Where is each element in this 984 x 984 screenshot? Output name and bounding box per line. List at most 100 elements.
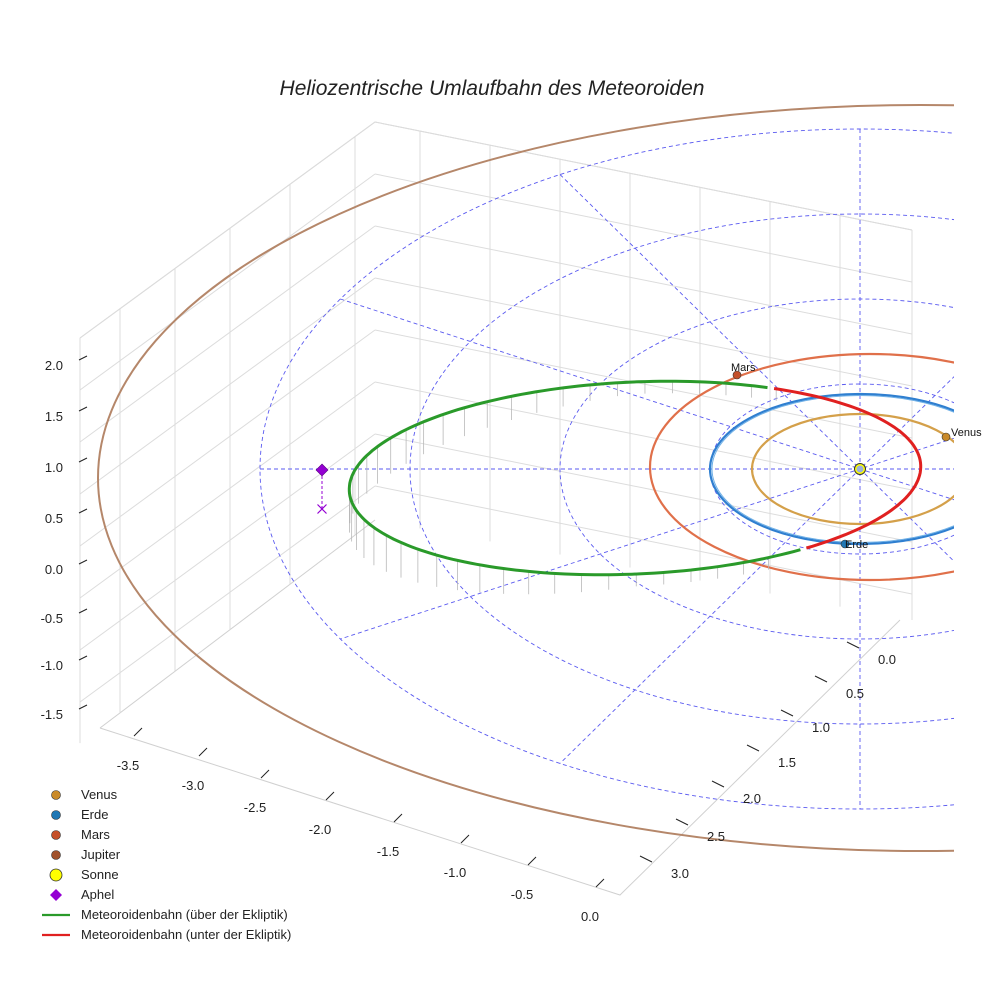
x-tick-mark <box>260 769 270 779</box>
x-tick-label: -2.0 <box>309 822 331 837</box>
y-tick-label: 1.0 <box>812 720 830 735</box>
grid-line <box>374 225 913 335</box>
x-tick-mark <box>198 747 208 757</box>
legend-label: Meteoroidenbahn (über der Ekliptik) <box>81 907 288 922</box>
y-tick-label: 1.5 <box>778 755 796 770</box>
orbit-jupiter <box>97 104 954 852</box>
y-tick-mark <box>711 780 725 788</box>
grid-line <box>374 277 913 387</box>
z-tick-mark <box>78 457 88 463</box>
x-tick-mark <box>595 878 605 888</box>
z-tick-label: -0.5 <box>41 611 63 626</box>
x-tick-label: -2.5 <box>244 800 266 815</box>
legend-label: Erde <box>81 807 108 822</box>
x-tick-label: 0.0 <box>581 909 599 924</box>
y-tick-mark <box>846 641 860 649</box>
x-tick-label: -3.0 <box>182 778 204 793</box>
x-tick-mark <box>460 834 470 844</box>
planet-orbits <box>97 104 954 852</box>
left-floor-edge <box>99 519 376 729</box>
legend-marker-erde <box>51 810 61 820</box>
grid-lines <box>79 121 913 744</box>
z-tick-label: 0.0 <box>45 562 63 577</box>
y-tick-mark <box>814 675 828 683</box>
meteoroid-orbit-below <box>773 387 923 550</box>
z-tick-label: 1.5 <box>45 409 63 424</box>
z-tick-mark <box>78 559 88 565</box>
y-axis-ticks: 0.0 0.5 1.0 1.5 2.0 2.5 3.0 <box>639 641 896 881</box>
z-tick-mark <box>78 704 88 710</box>
markers: Venus Mars Erde <box>315 362 982 551</box>
erde-marker <box>840 539 850 549</box>
y-tick-label: 2.5 <box>707 829 725 844</box>
z-tick-label: -1.0 <box>41 658 63 673</box>
orbit-erde <box>708 392 954 546</box>
grid-line <box>374 173 913 283</box>
grid-line <box>374 485 913 595</box>
x-tick-mark <box>393 813 403 823</box>
legend-label: Mars <box>81 827 110 842</box>
legend-label: Aphel <box>81 887 114 902</box>
grid-line <box>79 329 376 547</box>
y-tick-mark <box>639 855 653 863</box>
grid-line <box>374 433 913 543</box>
meteoroid-orbit-above <box>347 379 801 577</box>
x-tick-label: -3.5 <box>117 758 139 773</box>
z-axis-ticks: 2.0 1.5 1.0 0.5 0.0 -0.5 -1.0 -1.5 <box>41 355 88 722</box>
grid-line <box>79 121 376 339</box>
venus-label: Venus <box>951 427 982 439</box>
x-tick-mark <box>133 727 143 737</box>
mars-label: Mars <box>731 362 756 374</box>
x-axis-ticks: -3.5 -3.0 -2.5 -2.0 -1.5 -1.0 -0.5 0.0 <box>117 727 605 924</box>
grid-line <box>79 433 376 651</box>
mars-marker <box>732 370 742 380</box>
y-tick-label: 2.0 <box>743 791 761 806</box>
erde-label: Erde <box>845 539 868 551</box>
y-tick-label: 0.0 <box>878 652 896 667</box>
x-tick-label: -1.0 <box>444 865 466 880</box>
venus-marker <box>941 432 951 442</box>
sun-core <box>856 465 864 473</box>
legend-label: Meteoroidenbahn (unter der Ekliptik) <box>81 927 291 942</box>
orbit-erde-inner <box>711 395 954 543</box>
y-tick-label: 3.0 <box>671 866 689 881</box>
y-tick-label: 0.5 <box>846 686 864 701</box>
legend-marker-sonne <box>49 868 63 882</box>
y-tick-mark <box>675 818 689 826</box>
grid-line <box>79 381 376 599</box>
grid-line <box>79 173 376 391</box>
z-tick-mark <box>78 655 88 661</box>
legend-marker-aphel <box>50 889 62 901</box>
z-tick-label: 2.0 <box>45 358 63 373</box>
x-tick-label: -1.5 <box>377 844 399 859</box>
grid-line <box>374 381 913 491</box>
z-tick-mark <box>78 406 88 412</box>
meteoroid-orbit <box>347 379 923 577</box>
meteoroid-droplines <box>349 381 777 595</box>
y-tick-mark <box>780 709 794 717</box>
x-tick-mark <box>527 856 537 866</box>
z-tick-label: -1.5 <box>41 707 63 722</box>
floor-front-edge <box>99 619 901 896</box>
aphel-projection-marker <box>317 504 327 514</box>
y-tick-mark <box>746 744 760 752</box>
x-tick-mark <box>325 791 335 801</box>
z-tick-mark <box>78 355 88 361</box>
legend-marker-jupiter <box>51 850 61 860</box>
x-tick-label: -0.5 <box>511 887 533 902</box>
grid-line <box>79 485 376 703</box>
grid-line <box>79 225 376 443</box>
z-tick-label: 0.5 <box>45 511 63 526</box>
aphel-marker <box>315 463 329 477</box>
grid-line <box>374 329 913 439</box>
legend: Venus Erde Mars Jupiter Sonne Aphel Meteoroide… <box>42 787 291 942</box>
legend-marker-mars <box>51 830 61 840</box>
z-tick-label: 1.0 <box>45 460 63 475</box>
legend-label: Venus <box>81 787 118 802</box>
legend-label: Sonne <box>81 867 119 882</box>
legend-label: Jupiter <box>81 847 121 862</box>
orbit-venus <box>750 412 954 526</box>
z-tick-mark <box>78 608 88 614</box>
z-tick-mark <box>78 508 88 514</box>
